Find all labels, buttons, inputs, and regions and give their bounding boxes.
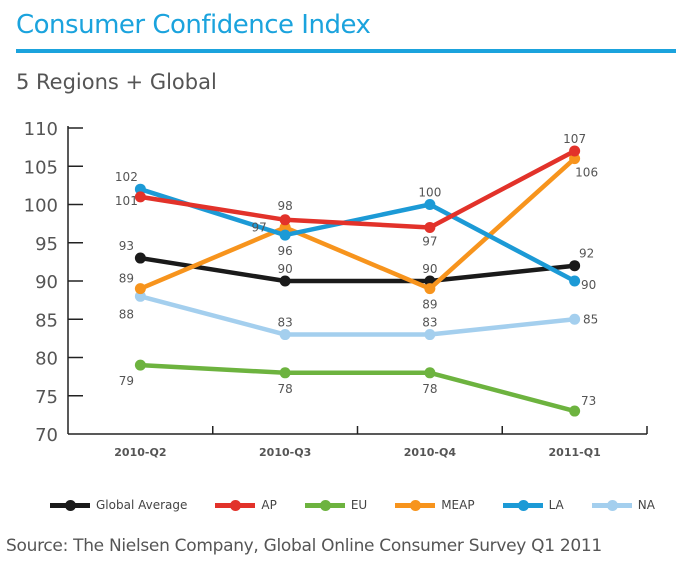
y-tick-label: 105: [24, 157, 58, 178]
series-line-eu: [140, 362, 576, 414]
legend-item-meap: MEAP: [395, 498, 475, 512]
data-label-ap: 101: [115, 194, 138, 208]
y-tick-label: 90: [35, 272, 58, 293]
series-lines: [134, 145, 581, 417]
data-label-ap: 97: [422, 234, 437, 248]
data-point-eu: [279, 367, 291, 379]
data-label-meap: 89: [119, 272, 134, 286]
data-label-la: 102: [115, 170, 138, 184]
data-label-la: 96: [277, 244, 292, 258]
legend-swatch-na: [591, 499, 632, 511]
data-point-meap: [279, 221, 291, 233]
legend-item-la: LA: [502, 498, 564, 512]
data-point-global-average: [279, 275, 291, 287]
legend-swatch-global-average: [50, 499, 90, 511]
title-divider: [16, 49, 676, 53]
legend-label: MEAP: [441, 498, 475, 512]
data-label-la: 90: [581, 278, 596, 292]
series-line-meap: [139, 156, 577, 291]
x-tick-label: 2011-Q1: [549, 446, 601, 459]
legend-label: Global Average: [96, 498, 188, 512]
data-label-la: 100: [418, 186, 441, 200]
data-point-la: [279, 229, 291, 241]
data-point-ap: [279, 214, 291, 226]
data-label-ap: 107: [563, 132, 586, 146]
data-label-meap: 97: [251, 220, 266, 234]
data-point-la: [134, 183, 146, 195]
data-point-na: [279, 329, 291, 341]
legend-label: EU: [350, 498, 368, 512]
source-note: Source: The Nielsen Company, Global Onli…: [6, 536, 602, 556]
legend-marker-icon: [410, 499, 422, 511]
x-tick-label: 2010-Q3: [259, 446, 311, 459]
data-point-ap: [134, 191, 146, 203]
chart-title: Consumer Confidence Index: [16, 10, 371, 40]
y-tick-label: 75: [35, 387, 58, 408]
y-tick-label: 80: [35, 349, 58, 370]
legend-label: AP: [261, 498, 277, 512]
y-tick-label: 85: [35, 310, 58, 331]
legend-marker-icon: [517, 499, 529, 511]
data-point-global-average: [569, 260, 581, 272]
data-point-la: [424, 199, 436, 210]
data-labels: 88 83 83 85 79 78 78 73 93 90 90 92 89 97 89 106 102 96 10…: [115, 132, 598, 408]
data-label-na: 88: [119, 307, 134, 321]
data-point-meap: [569, 153, 581, 165]
legend-label: LA: [548, 498, 564, 512]
data-label-global-average: 90: [277, 262, 292, 276]
series-line-ap: [140, 148, 576, 230]
legend-swatch-ap: [215, 499, 256, 511]
legend: Global Average AP EU MEAP LA NA: [50, 498, 683, 512]
data-label-eu: 78: [277, 382, 292, 396]
data-point-ap: [424, 221, 436, 233]
data-point-na: [569, 313, 581, 325]
data-point-la: [569, 275, 581, 287]
legend-item-eu: EU: [304, 498, 368, 512]
data-label-global-average: 93: [119, 239, 134, 253]
chart-subtitle: 5 Regions + Global: [16, 70, 217, 94]
legend-marker-icon: [606, 499, 618, 511]
data-point-na: [424, 329, 436, 341]
data-label-na: 83: [422, 316, 437, 330]
data-point-eu: [569, 405, 581, 417]
data-point-na: [134, 290, 146, 302]
legend-marker-icon: [230, 499, 242, 511]
axes: 70 75 80 85 90 95 100 105 110 2010-Q2 2010-Q3 2010-…: [24, 119, 648, 459]
legend-marker-icon: [65, 499, 76, 511]
data-point-eu: [424, 367, 436, 379]
data-label-na: 85: [583, 312, 598, 326]
data-point-meap: [134, 283, 146, 295]
y-tick-label: 95: [35, 234, 58, 255]
data-point-meap: [424, 283, 436, 295]
data-label-na: 83: [277, 316, 292, 330]
y-tick-label: 110: [24, 119, 58, 140]
data-label-ap: 98: [277, 199, 292, 213]
legend-item-ap: AP: [215, 498, 277, 512]
series-line-na: [139, 294, 575, 337]
data-label-meap: 106: [575, 166, 598, 180]
y-tick-label: 70: [35, 425, 58, 446]
series-line-global-average: [140, 255, 575, 284]
legend-item-na: NA: [591, 498, 655, 512]
legend-swatch-eu: [304, 499, 345, 511]
legend-label: NA: [637, 498, 655, 512]
series-line-la: [139, 187, 576, 283]
data-label-global-average: 90: [422, 262, 437, 276]
data-label-global-average: 92: [579, 247, 594, 261]
data-point-ap: [569, 145, 581, 157]
data-point-global-average: [134, 252, 146, 264]
x-tick-label: 2010-Q4: [404, 446, 457, 459]
legend-swatch-la: [502, 499, 543, 511]
data-label-eu: 79: [119, 374, 134, 388]
legend-item-global-average: Global Average: [50, 498, 187, 512]
y-tick-label: 100: [24, 196, 58, 217]
data-label-eu: 78: [422, 382, 437, 396]
x-tick-label: 2010-Q2: [114, 446, 166, 459]
data-point-eu: [134, 359, 146, 371]
legend-marker-icon: [319, 499, 331, 511]
data-label-eu: 73: [581, 394, 596, 408]
data-label-meap: 89: [422, 298, 437, 312]
legend-swatch-meap: [395, 499, 436, 511]
